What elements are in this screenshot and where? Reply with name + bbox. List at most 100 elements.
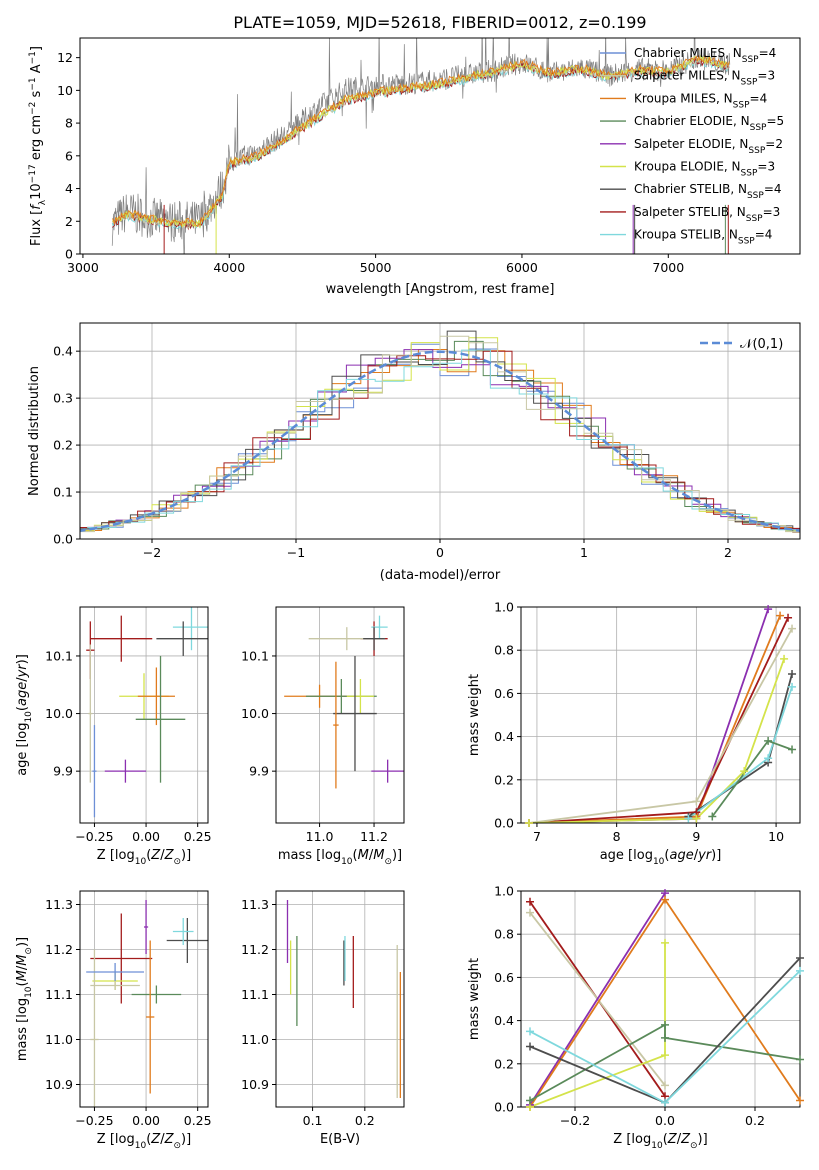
label-part: Z (150, 848, 161, 863)
label-part: log (633, 848, 653, 863)
label-part: mass [ (15, 1018, 30, 1061)
mass-weight-marker (796, 1055, 804, 1064)
label-part: −1 (28, 51, 38, 64)
x-axis-label: wavelength [Angstrom, rest frame] (326, 282, 555, 297)
label-part: log (115, 848, 135, 863)
figure-title: PLATE=1059, MJD=52618, FIBERID=0012, z=0… (233, 13, 646, 32)
label-part: =3 (757, 69, 775, 83)
x-tick-label: 0.25 (184, 1113, 212, 1128)
label-part: 10 (24, 986, 34, 998)
label-part: )] (711, 848, 721, 863)
label-part: Chabrier MILES, N (634, 46, 742, 60)
x-tick-label: 0.00 (132, 829, 160, 844)
y-tick-label: 0.8 (494, 643, 514, 658)
legend-label: Kroupa STELIB, NSSP=4 (634, 228, 772, 247)
y-tick-label: 0 (65, 247, 73, 262)
label-part: ⊙ (173, 857, 181, 867)
mass-weight-line (529, 892, 666, 1106)
label-part: / (15, 965, 30, 970)
y-tick-label: 8 (65, 116, 73, 131)
label-part: Z (150, 1132, 161, 1147)
legend-label: Salpeter MILES, NSSP=3 (634, 69, 775, 88)
x-tick-label: 1 (580, 545, 588, 560)
x-axis-label: Z [log10(Z/Z⊙)] (97, 1132, 191, 1151)
model-spectrum-5 (111, 53, 730, 228)
label-part: =2 (765, 137, 783, 151)
label-part: / (160, 1132, 165, 1147)
label-part: / (677, 1132, 682, 1147)
label-part: mass [ (278, 848, 321, 863)
y-tick-label: 11.2 (241, 942, 269, 957)
mass-weight-marker (788, 624, 797, 633)
legend-label: Chabrier MILES, NSSP=4 (634, 46, 776, 65)
y-tick-label: 0.0 (494, 816, 514, 831)
mass-weight-marker (684, 814, 693, 823)
label-part: 10 (135, 857, 147, 867)
y-tick-label: 11.3 (241, 897, 269, 912)
label-part: Z (667, 1132, 678, 1147)
x-tick-label: −2 (143, 545, 161, 560)
label-part: ( (15, 981, 30, 986)
label-part: Z (164, 1132, 175, 1147)
label-part: Normed distribution (27, 366, 42, 496)
plot-area (86, 900, 208, 1107)
label-part: yr (15, 663, 30, 679)
label-part: SSP (741, 78, 758, 88)
label-part: log (15, 723, 30, 743)
label-part: )] (15, 654, 30, 664)
x-tick-label: 10 (768, 829, 784, 844)
mass-weight-marker (764, 605, 773, 614)
x-tick-label: 0.00 (132, 1113, 160, 1128)
label-part: SSP (746, 214, 763, 224)
label-part: −2 (28, 102, 38, 115)
label-part: 10 (135, 1141, 147, 1151)
x-tick-label: −0.25 (75, 1113, 113, 1128)
legend-label: Kroupa ELODIE, NSSP=3 (634, 160, 775, 179)
y-tick-label: 11.2 (45, 942, 73, 957)
x-tick-label: 0 (436, 545, 444, 560)
label-part: =5 (766, 114, 784, 128)
y-tick-label: 0.4 (494, 729, 514, 744)
y-tick-label: 11.1 (45, 987, 73, 1002)
label-part: log (321, 848, 341, 863)
y-tick-label: 0.4 (53, 344, 73, 359)
mass-weight-marker (764, 736, 773, 745)
label-part: 10 (24, 711, 34, 723)
label-part: Z [ (613, 1132, 631, 1147)
mass-weight-marker (796, 1096, 804, 1105)
label-part: λ (38, 199, 48, 205)
label-part: log (15, 998, 30, 1018)
mass-weight-marker (788, 682, 797, 691)
x-tick-label: 3000 (67, 260, 99, 275)
label-part: ⊙ (173, 1141, 181, 1151)
plot-area (111, 38, 731, 254)
histogram-axes: −2 −1 0 1 2 0.0 0.1 0.2 0.3 0.4 (data-model)/error… (27, 322, 801, 583)
label-part: ⊙ (384, 857, 392, 867)
label-part: =3 (763, 205, 781, 219)
axes-frame (275, 890, 405, 1108)
label-part: ⊙ (690, 1141, 698, 1151)
x-tick-label: 0.25 (184, 829, 212, 844)
label-part: mass weight (467, 674, 482, 756)
y-tick-label: 0.1 (53, 485, 73, 500)
label-part: Salpeter STELIB, N (634, 205, 746, 219)
mass-weight-marker (740, 767, 749, 776)
y-tick-label: 0.8 (494, 927, 514, 942)
mass-weight-line (528, 628, 793, 823)
y-tick-label: 9.9 (249, 764, 269, 779)
label-part: / (160, 848, 165, 863)
label-part: s (29, 90, 44, 101)
x-tick-label: 6000 (506, 260, 538, 275)
y-tick-label: 10.0 (241, 706, 269, 721)
label-part: ( (663, 1132, 668, 1147)
mass-weight-marker (526, 1042, 534, 1051)
mass-weight-marker (661, 938, 669, 947)
y-tick-label: 0.0 (494, 1100, 514, 1115)
label-part: Z [ (97, 1132, 115, 1147)
x-tick-label: 4000 (213, 260, 245, 275)
y-tick-label: 11.1 (241, 987, 269, 1002)
y-tick-label: 6 (65, 148, 73, 163)
label-part: ( (146, 848, 151, 863)
